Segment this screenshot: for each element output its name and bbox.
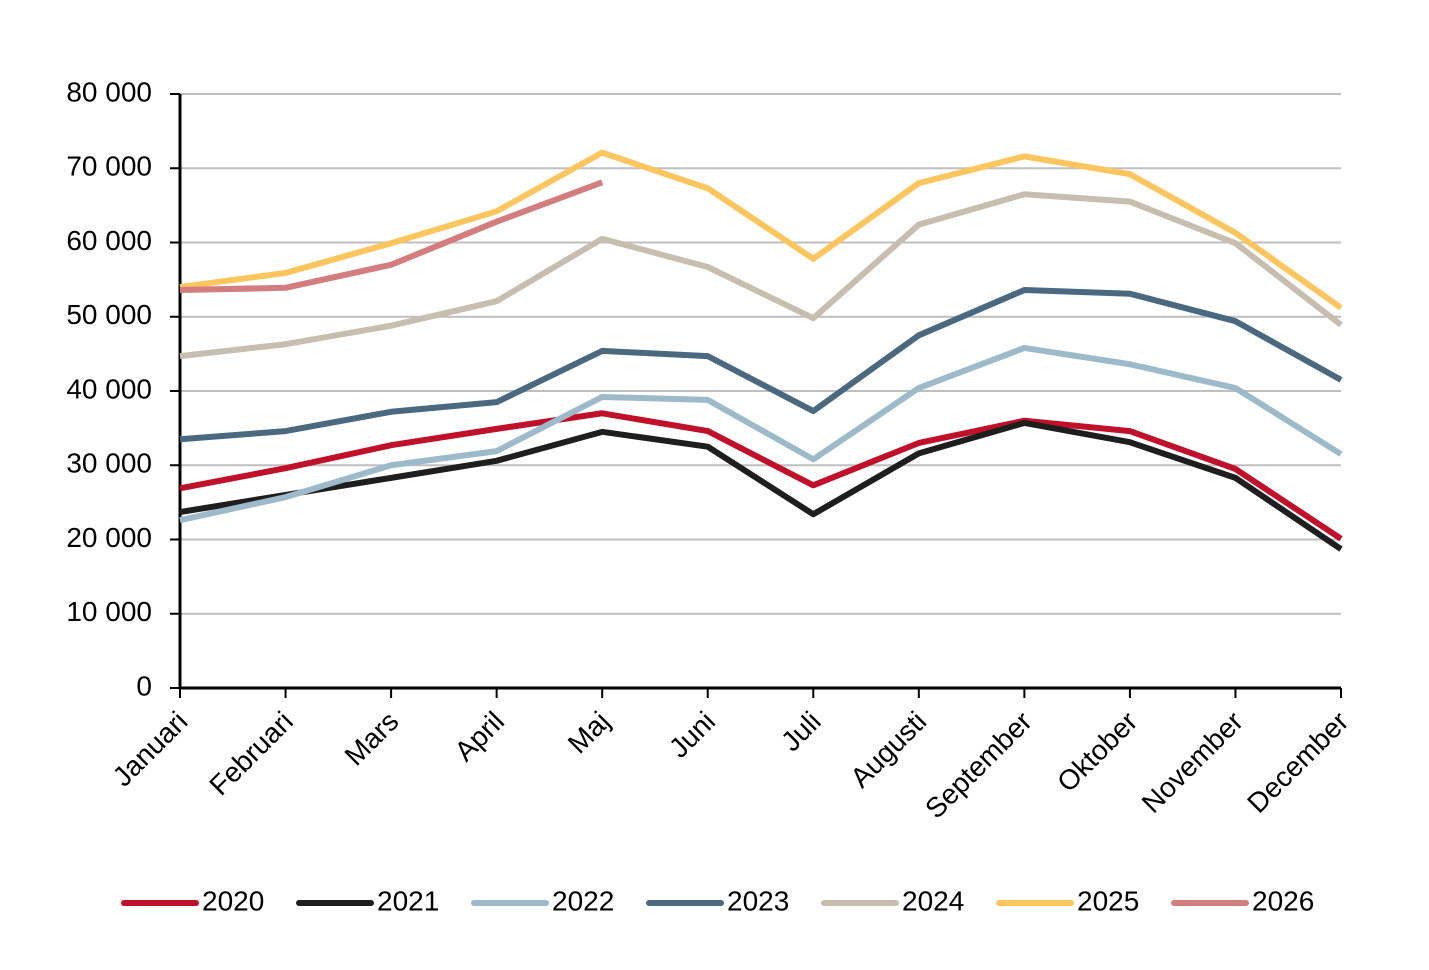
y-tick-label: 60 000 [66, 225, 152, 256]
legend-label: 2022 [552, 885, 614, 916]
x-tick-label: Januari [107, 706, 194, 793]
x-tick-label: Oktober [1051, 706, 1143, 798]
series-line [179, 191, 1343, 360]
series-line [179, 149, 1343, 311]
y-tick-label: 20 000 [66, 522, 152, 553]
x-tick-label: Mars [339, 706, 405, 772]
x-tick-label: Juni [663, 706, 721, 764]
series-line [179, 344, 1343, 524]
y-tick-label: 70 000 [66, 151, 152, 182]
x-tick-label: November [1136, 706, 1249, 819]
x-tick-label: Maj [562, 706, 616, 760]
x-tick-label: Juli [775, 706, 827, 758]
legend-label: 2024 [902, 885, 964, 916]
x-tick-label: September [919, 706, 1038, 825]
series-line [179, 410, 1343, 542]
legend-label: 2025 [1077, 885, 1139, 916]
legend-label: 2020 [202, 885, 264, 916]
series-line [179, 419, 1343, 552]
y-tick-label: 10 000 [66, 596, 152, 627]
series-line [179, 287, 1343, 443]
x-tick-label: December [1241, 706, 1354, 819]
series-line [179, 179, 604, 294]
legend-label: 2023 [727, 885, 789, 916]
legend-label: 2021 [377, 885, 439, 916]
x-tick-label: Februari [203, 706, 299, 802]
x-tick-label: Augusti [844, 706, 932, 794]
y-tick-label: 0 [136, 670, 152, 701]
x-tick-label: April [449, 706, 511, 768]
y-tick-label: 30 000 [66, 448, 152, 479]
y-tick-label: 80 000 [66, 76, 152, 107]
y-tick-label: 50 000 [66, 299, 152, 330]
legend-label: 2026 [1252, 885, 1314, 916]
y-tick-label: 40 000 [66, 373, 152, 404]
